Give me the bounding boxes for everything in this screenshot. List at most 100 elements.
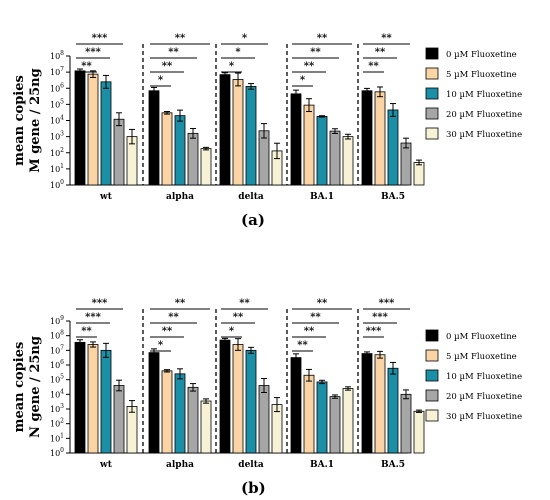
significance-label: ** — [304, 61, 315, 72]
significance-label: *** — [92, 33, 108, 44]
bar — [316, 381, 328, 454]
significance-label: * — [158, 75, 164, 86]
significance-label: ** — [310, 47, 321, 58]
significance-label: ** — [297, 340, 308, 351]
bar — [219, 74, 231, 186]
y-tick-label: 106 — [50, 82, 64, 93]
y-tick-label: 107 — [50, 66, 64, 77]
bar — [361, 90, 373, 186]
significance-label: ** — [168, 312, 179, 323]
y-axis-title: N gene / 25ng — [28, 336, 43, 438]
legend-swatch — [425, 369, 439, 382]
x-tick-label: delta — [238, 192, 264, 202]
legend-swatch — [425, 87, 439, 100]
bar — [400, 393, 412, 454]
significance-label: ** — [239, 298, 250, 309]
bar — [387, 367, 399, 454]
x-tick-label: BA.5 — [381, 192, 405, 202]
bar — [161, 370, 173, 454]
bar — [200, 400, 212, 454]
bar — [161, 112, 173, 186]
bar — [87, 344, 99, 454]
bar — [200, 148, 212, 186]
bar — [290, 93, 302, 186]
y-tick-label: 102 — [50, 147, 64, 158]
bar — [258, 385, 270, 454]
bar — [148, 352, 160, 454]
significance-label: * — [229, 326, 235, 337]
bar — [342, 136, 354, 186]
significance-label: ** — [317, 33, 328, 44]
significance-label: ** — [310, 312, 321, 323]
legend-label: 5 µM Fluoxetine — [446, 70, 517, 80]
significance-label: ** — [81, 61, 92, 72]
bar — [174, 115, 186, 186]
legend-swatch — [425, 329, 439, 342]
x-tick-label: delta — [238, 460, 264, 470]
bar — [219, 339, 231, 454]
legend-label: 10 µM Fluoxetine — [446, 372, 522, 382]
legend-label: 0 µM Fluoxetine — [446, 332, 517, 342]
bar — [303, 104, 315, 186]
significance-label: *** — [372, 312, 388, 323]
significance-label: ** — [175, 33, 186, 44]
significance-label: ** — [317, 298, 328, 309]
y-axis-title: M gene / 25ng — [28, 68, 43, 172]
significance-label: ** — [162, 61, 173, 72]
y-tick-label: 106 — [50, 359, 64, 370]
bar — [232, 79, 244, 186]
y-tick-label: 100 — [50, 447, 64, 458]
y-tick-label: 104 — [50, 388, 64, 399]
bar — [113, 385, 125, 454]
legend-label: 20 µM Fluoxetine — [446, 110, 522, 120]
panel-label-b: (b) — [241, 479, 266, 497]
y-tick-label: 108 — [50, 330, 64, 341]
legend-swatch — [425, 349, 439, 362]
legend-swatch — [425, 107, 439, 120]
bar — [329, 396, 341, 454]
x-tick-label: BA.5 — [381, 460, 405, 470]
significance-label: ** — [175, 298, 186, 309]
significance-label: ** — [81, 326, 92, 337]
y-tick-label: 103 — [50, 403, 64, 414]
x-tick-label: alpha — [166, 460, 194, 470]
legend-swatch — [425, 67, 439, 80]
significance-label: * — [242, 33, 248, 44]
y-tick-label: 108 — [50, 50, 64, 61]
legend-label: 5 µM Fluoxetine — [446, 352, 517, 362]
significance-label: ** — [368, 61, 379, 72]
legend-swatch — [425, 409, 439, 422]
legend-label: 20 µM Fluoxetine — [446, 392, 522, 402]
bar — [413, 410, 425, 454]
bar — [113, 118, 125, 186]
bar — [126, 406, 138, 454]
y-tick-label: 109 — [50, 315, 64, 326]
y-axis-title: mean copies — [12, 342, 27, 433]
y-tick-label: 104 — [50, 115, 64, 126]
significance-label: *** — [85, 47, 101, 58]
bar — [329, 130, 341, 186]
bar — [400, 142, 412, 186]
bar — [342, 388, 354, 454]
significance-label: * — [235, 47, 241, 58]
bar — [316, 115, 328, 186]
significance-label: * — [158, 340, 164, 351]
bar — [258, 130, 270, 186]
y-tick-label: 107 — [50, 344, 64, 355]
x-tick-label: wt — [99, 192, 113, 202]
significance-label: ** — [304, 326, 315, 337]
bar — [232, 344, 244, 454]
significance-label: ** — [375, 47, 386, 58]
legend-label: 0 µM Fluoxetine — [446, 50, 517, 60]
x-tick-label: BA.1 — [310, 460, 334, 470]
chart-panel-2: 100 101 102 103 104 105 106 107 108 109 mean copie… — [12, 298, 522, 470]
bar — [100, 349, 112, 454]
y-tick-label: 102 — [50, 418, 64, 429]
bar — [174, 373, 186, 454]
bar — [245, 86, 257, 186]
y-tick-label: 101 — [50, 432, 64, 443]
bar — [374, 354, 386, 454]
y-tick-label: 103 — [50, 131, 64, 142]
significance-label: * — [229, 61, 235, 72]
